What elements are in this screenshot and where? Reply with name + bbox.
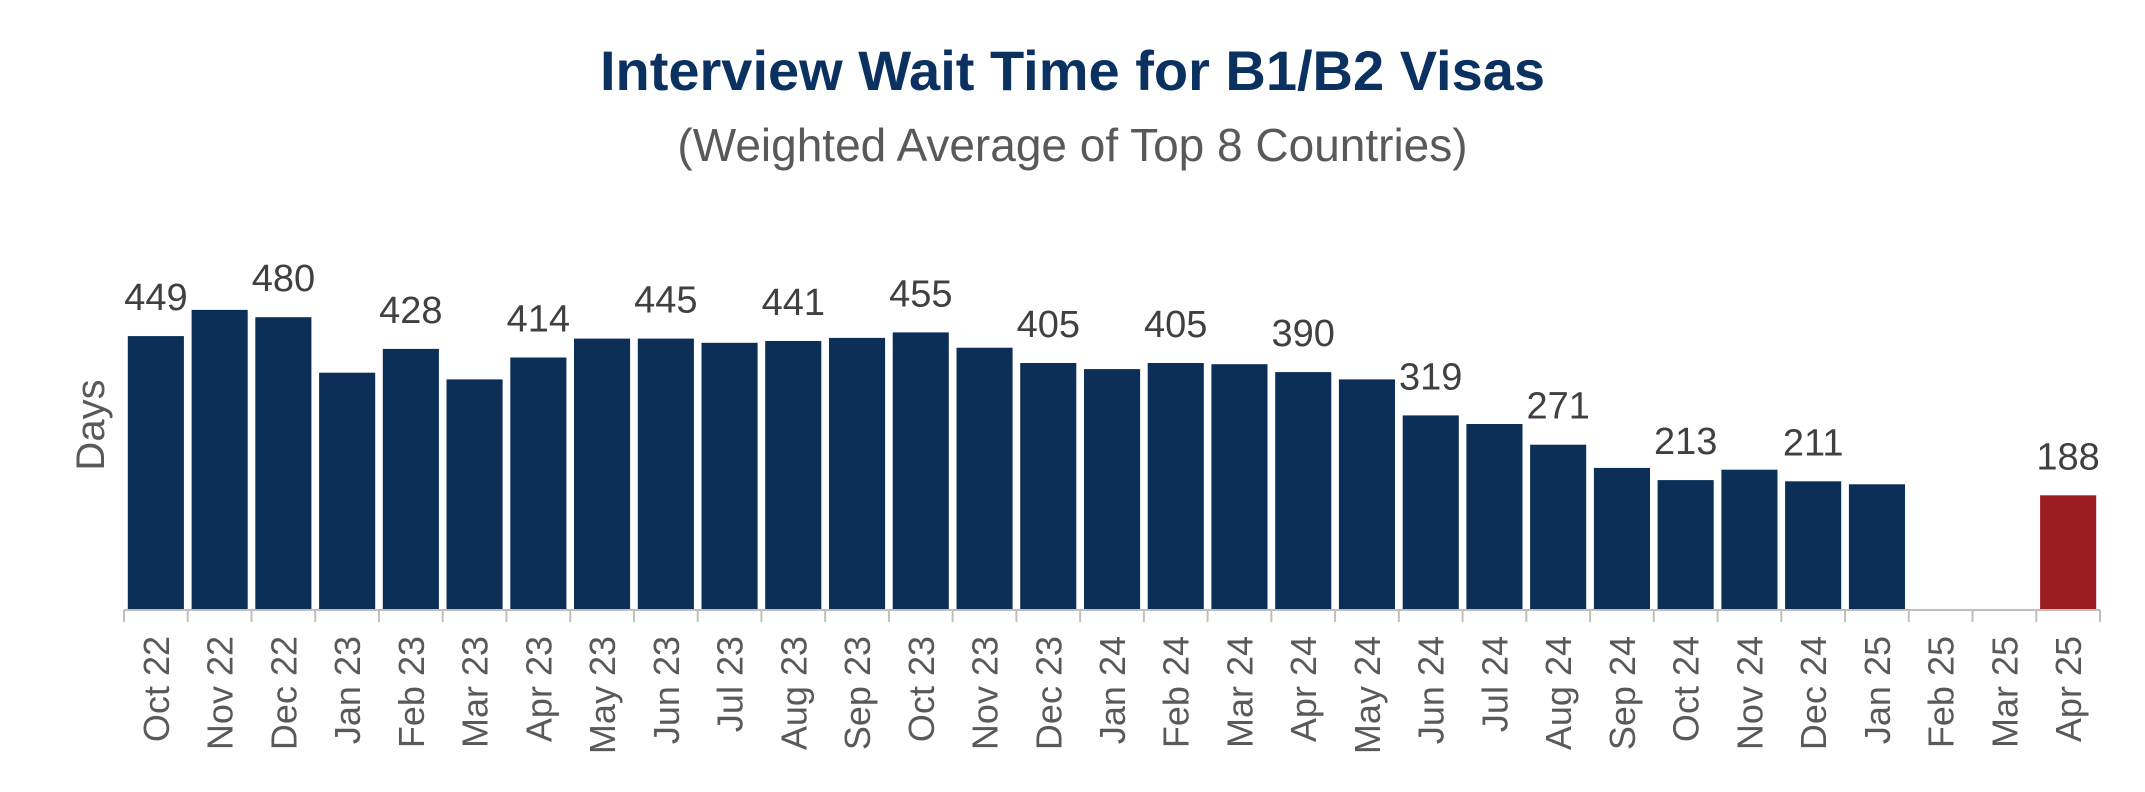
bar [1657, 480, 1714, 610]
bar [1084, 369, 1141, 610]
data-label: 405 [1017, 304, 1080, 346]
bar [829, 337, 886, 610]
bar [1530, 444, 1587, 610]
x-tick-label: Apr 23 [518, 636, 559, 742]
bar [1147, 363, 1204, 610]
x-tick-label: Aug 23 [773, 636, 814, 750]
bar [1848, 484, 1905, 610]
x-tick-label: Mar 25 [1984, 636, 2025, 748]
data-label: 211 [1783, 422, 1844, 464]
x-tick-label: Sep 24 [1602, 636, 1643, 750]
bar [382, 348, 439, 610]
data-label: 428 [379, 290, 442, 332]
x-tick-label: Mar 24 [1220, 636, 1261, 748]
data-label: 414 [507, 299, 570, 341]
x-tick-label: Oct 22 [136, 636, 177, 742]
x-tick-label: Oct 23 [901, 636, 942, 742]
data-label: 480 [252, 258, 315, 300]
x-tick-label: Oct 24 [1666, 636, 1707, 742]
y-axis-label: Days [69, 379, 113, 470]
data-label: 390 [1271, 313, 1334, 355]
x-tick-label: May 23 [582, 636, 623, 754]
bar [1466, 424, 1523, 610]
bar [1211, 364, 1268, 610]
bar [1020, 363, 1077, 610]
x-tick-label: Aug 24 [1538, 636, 1579, 750]
bar [446, 379, 503, 610]
x-tick-label: Feb 24 [1156, 636, 1197, 748]
chart-title: Interview Wait Time for B1/B2 Visas [599, 39, 1546, 102]
x-tick-label: Jun 24 [1411, 636, 1452, 744]
x-tick-label: Nov 23 [965, 636, 1006, 750]
x-tick-label: Mar 23 [455, 636, 496, 748]
bar [1785, 481, 1842, 610]
x-tick-label: Dec 23 [1028, 636, 1069, 750]
data-label: 213 [1654, 421, 1717, 463]
bar [1593, 467, 1650, 610]
data-labels-group: 449 480 428 414 445 441 455 405 405 390 319 271 213 2… [124, 258, 2100, 478]
bars-group [127, 309, 2097, 610]
x-tick-label: Nov 22 [200, 636, 241, 750]
bar [191, 309, 248, 610]
x-tick-label: Jan 24 [1092, 636, 1133, 744]
x-tick-label: Dec 24 [1793, 636, 1834, 750]
data-label: 441 [762, 282, 825, 324]
bar [956, 347, 1013, 610]
x-tick-label: Apr 24 [1283, 636, 1324, 742]
x-tick-label: Apr 25 [2048, 636, 2089, 742]
bar [510, 357, 567, 610]
bar [319, 372, 376, 610]
data-label: 319 [1399, 356, 1462, 398]
bar [701, 342, 758, 610]
x-tick-label: Feb 23 [391, 636, 432, 748]
data-label: 455 [889, 273, 952, 315]
bar [574, 338, 631, 610]
bar [2040, 495, 2097, 610]
x-tick-label: Sep 23 [837, 636, 878, 750]
bar [127, 336, 184, 610]
x-tick-label: Dec 22 [263, 636, 304, 750]
data-label: 271 [1526, 386, 1589, 428]
bar [1338, 379, 1395, 610]
data-label: 445 [634, 280, 697, 322]
data-label: 188 [2036, 436, 2099, 478]
x-tick-label: Jul 24 [1475, 636, 1516, 732]
bar [1721, 469, 1778, 610]
chart-subtitle: (Weighted Average of Top 8 Countries) [677, 119, 1468, 171]
x-tick-label: May 24 [1347, 636, 1388, 754]
bar [765, 341, 822, 610]
x-tick-label: Jan 23 [327, 636, 368, 744]
x-tick-label: Nov 24 [1729, 636, 1770, 750]
x-axis: Oct 22 Nov 22 Dec 22 Jan 23 Feb 23 Mar 23 Apr … [123, 609, 2101, 754]
x-tick-label: Jun 23 [646, 636, 687, 744]
bar [637, 338, 694, 610]
x-tick-label: Feb 25 [1921, 636, 1962, 748]
x-tick-label: Jul 23 [710, 636, 751, 732]
bar [1275, 372, 1332, 610]
bar [255, 317, 312, 610]
data-label: 405 [1144, 304, 1207, 346]
data-label: 449 [124, 277, 187, 319]
x-tick-label: Jan 25 [1857, 636, 1898, 744]
bar [892, 332, 949, 610]
bar [1402, 415, 1459, 610]
